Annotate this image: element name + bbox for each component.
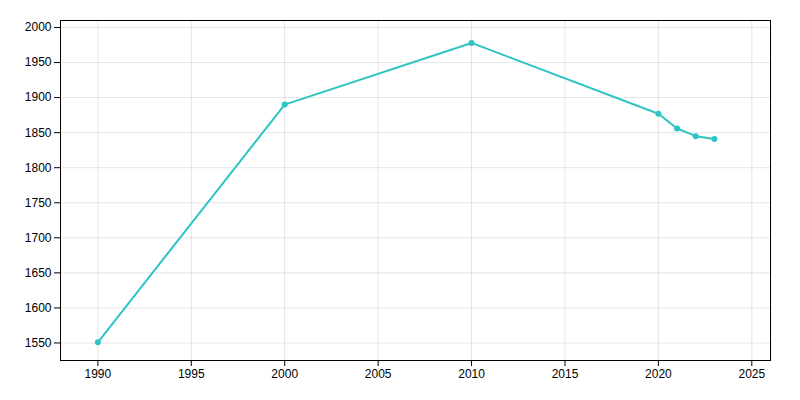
svg-text:2000: 2000 (271, 367, 298, 381)
svg-text:2000: 2000 (25, 20, 52, 34)
svg-text:1650: 1650 (25, 266, 52, 280)
svg-text:2005: 2005 (365, 367, 392, 381)
svg-text:1850: 1850 (25, 126, 52, 140)
svg-text:1600: 1600 (25, 301, 52, 315)
svg-text:1800: 1800 (25, 161, 52, 175)
svg-text:1900: 1900 (25, 90, 52, 104)
svg-text:1990: 1990 (85, 367, 112, 381)
svg-text:1950: 1950 (25, 55, 52, 69)
svg-text:2020: 2020 (645, 367, 672, 381)
svg-text:2015: 2015 (552, 367, 579, 381)
svg-text:1700: 1700 (25, 231, 52, 245)
svg-text:1750: 1750 (25, 196, 52, 210)
svg-text:1995: 1995 (178, 367, 205, 381)
svg-text:1550: 1550 (25, 336, 52, 350)
svg-text:2025: 2025 (738, 367, 765, 381)
svg-text:2010: 2010 (458, 367, 485, 381)
